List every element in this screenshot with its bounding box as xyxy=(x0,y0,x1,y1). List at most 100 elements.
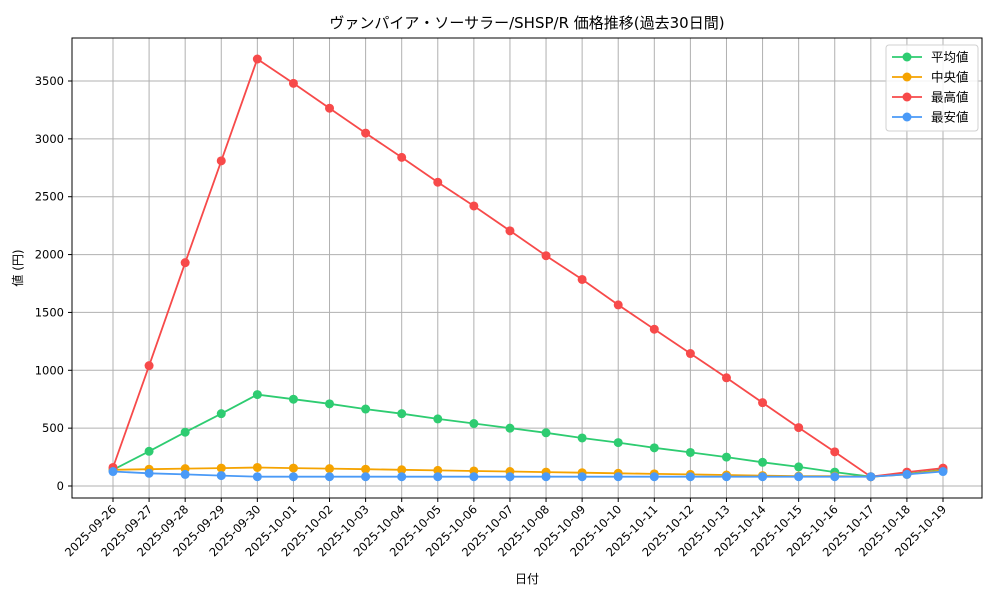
data-point xyxy=(216,463,226,473)
data-point xyxy=(433,472,443,482)
data-point xyxy=(649,443,659,453)
y-tick-label: 0 xyxy=(57,479,64,493)
legend-marker-icon xyxy=(902,72,912,82)
data-point xyxy=(505,472,515,482)
data-point xyxy=(397,152,407,162)
data-point xyxy=(830,447,840,457)
data-point xyxy=(721,373,731,383)
data-point xyxy=(361,404,371,414)
data-point xyxy=(325,472,335,482)
grid-lines xyxy=(72,38,982,498)
series-line xyxy=(108,462,948,482)
data-point xyxy=(397,465,407,475)
data-point xyxy=(613,438,623,448)
data-point xyxy=(758,398,768,408)
data-point xyxy=(361,464,371,474)
y-tick-label: 1500 xyxy=(35,305,64,319)
data-point xyxy=(685,472,695,482)
series-line xyxy=(108,467,948,482)
data-point xyxy=(325,464,335,474)
legend-marker-icon xyxy=(902,92,912,102)
y-tick-label: 2000 xyxy=(35,248,64,262)
legend-entry: 最安値 xyxy=(931,110,969,125)
y-tick-label: 3000 xyxy=(35,132,64,146)
data-point xyxy=(938,467,948,477)
data-point xyxy=(288,463,298,473)
data-point xyxy=(216,156,226,166)
legend-entry: 平均値 xyxy=(931,50,969,65)
data-point xyxy=(180,258,190,268)
data-point xyxy=(469,419,479,429)
data-point xyxy=(180,469,190,479)
data-point xyxy=(361,472,371,482)
data-point xyxy=(397,409,407,419)
chart-title: ヴァンパイア・ソーサラー/SHSP/R 価格推移(過去30日間) xyxy=(329,14,724,32)
data-point xyxy=(577,472,587,482)
x-axis-ticks: 2025-09-262025-09-272025-09-282025-09-29… xyxy=(62,498,949,559)
y-axis-label: 値 (円) xyxy=(10,249,25,286)
data-point xyxy=(469,472,479,482)
y-tick-label: 500 xyxy=(42,421,64,435)
data-point xyxy=(685,447,695,457)
data-point xyxy=(505,226,515,236)
data-point xyxy=(541,428,551,438)
data-point xyxy=(649,324,659,334)
legend-entry: 最高値 xyxy=(931,90,969,105)
data-point xyxy=(577,274,587,284)
data-point xyxy=(433,414,443,424)
data-point xyxy=(758,472,768,482)
data-point xyxy=(216,471,226,481)
data-point xyxy=(866,472,876,482)
data-point xyxy=(252,472,262,482)
data-point xyxy=(288,472,298,482)
legend-marker-icon xyxy=(902,112,912,122)
y-tick-label: 1000 xyxy=(35,363,64,377)
data-point xyxy=(613,300,623,310)
data-point xyxy=(794,423,804,433)
data-point xyxy=(577,433,587,443)
data-point xyxy=(288,394,298,404)
data-point xyxy=(252,390,262,400)
data-point xyxy=(433,465,443,475)
data-point xyxy=(144,468,154,478)
data-point xyxy=(541,472,551,482)
legend-box xyxy=(885,44,979,132)
data-point xyxy=(721,472,731,482)
data-series xyxy=(108,54,948,482)
series-line xyxy=(108,54,948,482)
data-point xyxy=(433,177,443,187)
data-point xyxy=(397,472,407,482)
plot-frame xyxy=(71,37,983,499)
data-point xyxy=(325,103,335,113)
data-point xyxy=(252,54,262,64)
legend-marker-icon xyxy=(902,52,912,62)
data-point xyxy=(216,409,226,419)
data-point xyxy=(108,467,118,477)
legend-entry: 中央値 xyxy=(931,70,969,85)
data-point xyxy=(325,399,335,409)
data-point xyxy=(180,427,190,437)
data-point xyxy=(144,361,154,371)
data-point xyxy=(252,462,262,472)
data-point xyxy=(613,472,623,482)
data-point xyxy=(288,78,298,88)
data-point xyxy=(541,251,551,261)
x-axis-label: 日付 xyxy=(515,572,539,586)
data-point xyxy=(505,423,515,433)
data-point xyxy=(721,452,731,462)
data-point xyxy=(144,446,154,456)
data-point xyxy=(361,128,371,138)
y-tick-label: 3500 xyxy=(35,74,64,88)
data-point xyxy=(758,457,768,467)
data-point xyxy=(649,472,659,482)
data-point xyxy=(685,349,695,359)
data-point xyxy=(469,201,479,211)
data-point xyxy=(830,472,840,482)
data-point xyxy=(902,469,912,479)
y-tick-label: 2500 xyxy=(35,190,64,204)
y-axis-ticks: 0 500 1000 1500 2000 2500 3000 3500 xyxy=(35,74,72,493)
data-point xyxy=(794,472,804,482)
data-point xyxy=(794,462,804,472)
